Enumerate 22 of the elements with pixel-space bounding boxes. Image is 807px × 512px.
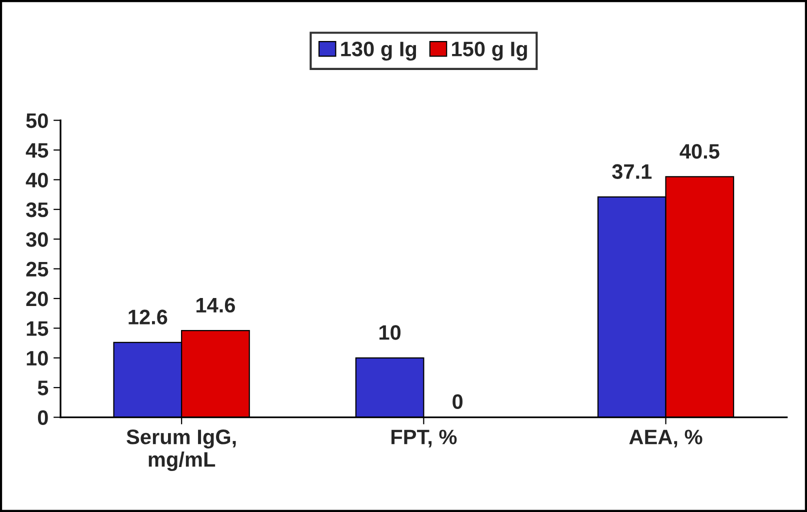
y-tick-label: 25 [26,262,48,277]
y-tick-label: 15 [26,321,48,336]
data-label: 37.1 [612,164,652,179]
x-tick-label: AEA, % [629,430,702,448]
y-tick-label: 10 [26,350,48,366]
x-tick-label: Serum IgG, mg/mL [126,430,236,472]
y-tick-label: 5 [38,380,48,396]
data-label: 12.6 [128,310,168,324]
x-tick-label: FPT, % [392,430,457,448]
data-label: 40.5 [680,144,720,159]
y-tick-label: 30 [26,232,48,247]
data-label: 10 [380,325,401,340]
legend-label: 130 g Ig [341,42,416,61]
y-tick-label: 40 [26,172,48,188]
data-label: 14.6 [196,298,235,313]
y-tick-label: 35 [26,202,48,218]
y-tick-label: 20 [26,291,48,306]
data-label: 0 [452,394,463,409]
y-tick-label: 50 [26,113,48,128]
y-tick-label: 45 [26,143,48,158]
legend-label: 150 g Ig [452,42,527,61]
y-tick-label: 0 [38,410,48,426]
